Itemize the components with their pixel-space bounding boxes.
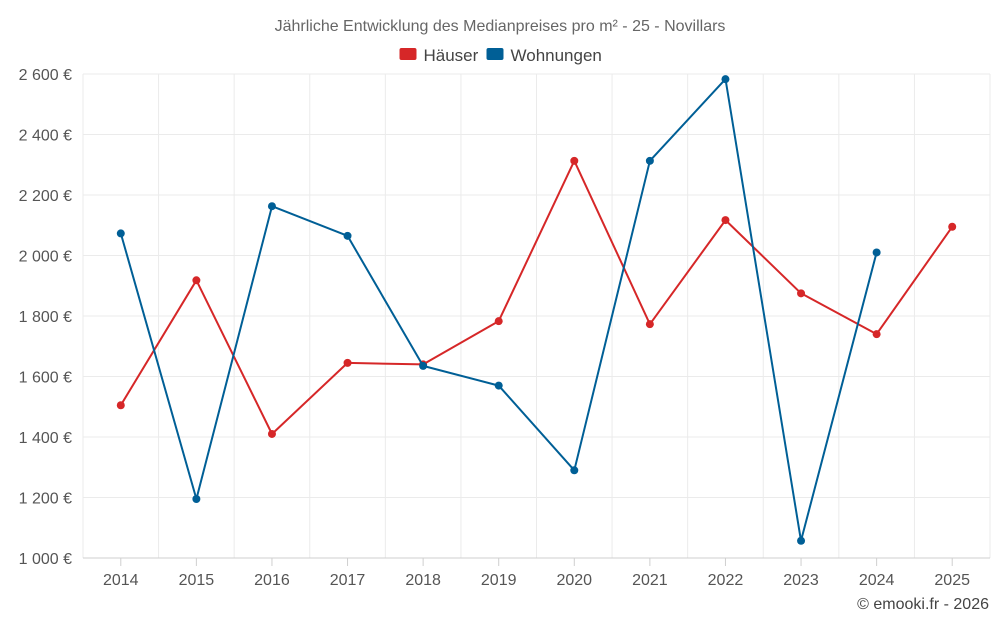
legend-label: Häuser xyxy=(424,46,479,65)
legend-item[interactable]: Wohnungen xyxy=(486,46,602,65)
data-point[interactable] xyxy=(872,330,881,339)
x-tick-label: 2021 xyxy=(632,572,668,589)
x-tick-label: 2016 xyxy=(254,572,290,589)
data-point[interactable] xyxy=(721,216,730,225)
data-point[interactable] xyxy=(494,317,503,326)
y-tick-label: 2 400 € xyxy=(19,128,72,145)
x-tick-label: 2017 xyxy=(330,572,366,589)
x-tick-label: 2019 xyxy=(481,572,517,589)
data-point[interactable] xyxy=(797,289,806,298)
x-tick-label: 2023 xyxy=(783,572,819,589)
x-tick-label: 2024 xyxy=(859,572,895,589)
x-tick-label: 2022 xyxy=(708,572,744,589)
y-tick-label: 1 400 € xyxy=(19,430,72,447)
legend-swatch xyxy=(486,48,504,60)
legend-item[interactable]: Häuser xyxy=(399,46,479,65)
y-tick-label: 1 000 € xyxy=(19,551,72,568)
x-tick-label: 2018 xyxy=(405,572,441,589)
y-tick-label: 1 800 € xyxy=(19,309,72,326)
data-point[interactable] xyxy=(872,248,881,257)
legend: Häuser Wohnungen xyxy=(399,46,602,65)
data-point[interactable] xyxy=(419,361,428,370)
data-point[interactable] xyxy=(645,320,654,329)
x-tick-label: 2014 xyxy=(103,572,139,589)
series-layer xyxy=(116,75,957,545)
data-point[interactable] xyxy=(192,495,201,504)
data-point[interactable] xyxy=(116,229,125,238)
data-point[interactable] xyxy=(570,156,579,165)
data-point[interactable] xyxy=(343,231,352,240)
chart-title: Jährliche Entwicklung des Medianpreises … xyxy=(275,18,726,35)
data-point[interactable] xyxy=(570,466,579,475)
x-tick-label: 2015 xyxy=(179,572,215,589)
x-tick-label: 2020 xyxy=(556,572,592,589)
grid-lines xyxy=(82,73,991,559)
data-point[interactable] xyxy=(116,401,125,410)
y-tick-label: 2 600 € xyxy=(19,67,72,84)
series-wohnungen xyxy=(116,75,881,545)
y-tick-label: 2 200 € xyxy=(19,188,72,205)
axes: 1 000 € 1 200 € 1 400 € 1 600 € 1 800 € 2 000… xyxy=(19,67,990,589)
data-point[interactable] xyxy=(192,276,201,285)
y-tick-label: 2 000 € xyxy=(19,249,72,266)
data-point[interactable] xyxy=(267,202,276,211)
data-point[interactable] xyxy=(797,536,806,545)
y-tick-label: 1 200 € xyxy=(19,491,72,508)
data-point[interactable] xyxy=(267,429,276,438)
data-point[interactable] xyxy=(721,75,730,84)
data-point[interactable] xyxy=(343,358,352,367)
data-point[interactable] xyxy=(645,156,654,165)
data-point[interactable] xyxy=(948,222,957,231)
series-haeuser xyxy=(116,156,957,438)
y-tick-label: 1 600 € xyxy=(19,370,72,387)
series-line xyxy=(119,159,954,435)
copyright-credit: © emooki.fr - 2026 xyxy=(857,596,989,613)
legend-swatch xyxy=(399,48,417,60)
legend-label: Wohnungen xyxy=(511,46,602,65)
data-point[interactable] xyxy=(494,381,503,390)
x-tick-label: 2025 xyxy=(934,572,970,589)
